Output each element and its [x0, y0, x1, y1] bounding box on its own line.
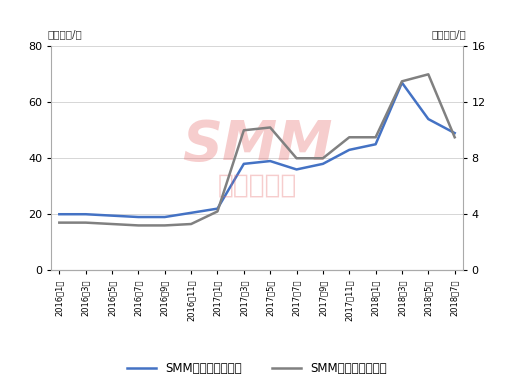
SMM电解鑴（左轴） [425, 117, 431, 121]
SMM硫酸鑴（右轴） [162, 223, 168, 228]
SMM硫酸鑴（右轴） [188, 222, 194, 226]
Text: 上海有色网: 上海有色网 [217, 172, 297, 198]
SMM电解鑴（左轴） [188, 210, 194, 215]
Line: SMM硫酸鑴（右轴）: SMM硫酸鑴（右轴） [59, 74, 455, 225]
SMM硫酸鑴（右轴） [320, 156, 326, 161]
SMM硫酸鑴（右轴） [267, 125, 273, 130]
SMM硫酸鑴（右轴） [399, 79, 405, 84]
SMM硫酸鑴（右轴） [56, 220, 62, 225]
SMM硫酸鑴（右轴） [425, 72, 431, 76]
SMM硫酸鑴（右轴） [83, 220, 89, 225]
SMM电解鑴（左轴） [241, 162, 247, 166]
SMM电解鑴（左轴） [267, 159, 273, 163]
SMM硫酸鑴（右轴） [293, 156, 300, 161]
SMM电解鑴（左轴） [452, 131, 458, 135]
SMM电解鑴（左轴） [135, 215, 141, 219]
SMM电解鑴（左轴） [83, 212, 89, 217]
SMM电解鑴（左轴） [373, 142, 379, 147]
SMM硫酸鑴（右轴） [135, 223, 141, 228]
SMM电解鑴（左轴） [56, 212, 62, 217]
SMM硫酸鑴（右轴） [373, 135, 379, 140]
Legend: SMM电解鑴（左轴）, SMM硫酸鑴（右轴）: SMM电解鑴（左轴）, SMM硫酸鑴（右轴） [122, 358, 392, 380]
Text: 单位：元/吨: 单位：元/吨 [432, 30, 467, 40]
Text: SMM: SMM [182, 118, 332, 172]
SMM硫酸鑴（右轴） [346, 135, 352, 140]
Line: SMM电解鑴（左轴）: SMM电解鑴（左轴） [59, 83, 455, 217]
SMM电解鑴（左轴） [399, 80, 405, 85]
SMM硫酸鑴（右轴） [109, 222, 115, 226]
Text: 单位：元/吨: 单位：元/吨 [47, 30, 82, 40]
SMM电解鑴（左轴） [109, 213, 115, 218]
SMM电解鑴（左轴） [293, 167, 300, 172]
SMM电解鑴（左轴） [214, 206, 221, 211]
SMM电解鑴（左轴） [162, 215, 168, 219]
SMM硫酸鑴（右轴） [214, 209, 221, 214]
SMM电解鑴（左轴） [346, 147, 352, 152]
SMM电解鑴（左轴） [320, 162, 326, 166]
SMM硫酸鑴（右轴） [241, 128, 247, 132]
SMM硫酸鑴（右轴） [452, 135, 458, 140]
